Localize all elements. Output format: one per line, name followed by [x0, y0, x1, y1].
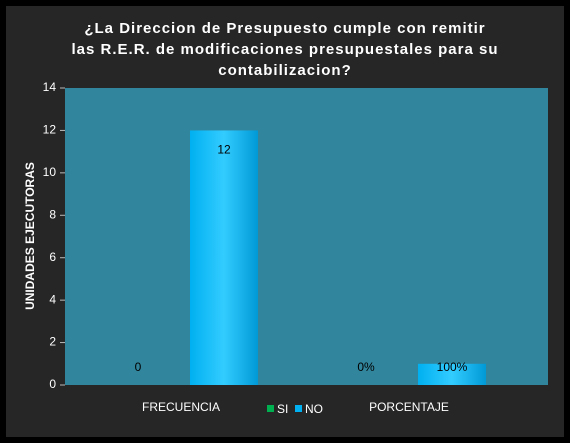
legend-label: SI: [277, 402, 288, 416]
x-tick-label: PORCENTAJE: [369, 400, 449, 414]
y-axis-label: UNIDADES EJECUTORAS: [23, 162, 37, 310]
y-tick-label: 4: [49, 292, 56, 306]
data-label: 12: [217, 143, 231, 157]
data-label: 0%: [357, 360, 375, 374]
y-tick-label: 6: [49, 250, 56, 264]
data-label: 0: [135, 360, 142, 374]
bar: [190, 130, 258, 385]
chart-title: ¿La Direccion de Presupuesto cumple con …: [71, 20, 499, 79]
y-tick-label: 14: [43, 80, 57, 94]
y-tick-label: 12: [43, 123, 57, 137]
y-tick-label: 8: [49, 207, 56, 221]
legend-label: NO: [305, 402, 323, 416]
bar: [418, 363, 486, 385]
y-tick-label: 2: [49, 335, 56, 349]
legend-swatch: [267, 405, 274, 412]
data-label: 100%: [437, 360, 468, 374]
x-tick-label: FRECUENCIA: [142, 400, 220, 414]
legend-swatch: [295, 405, 302, 412]
plot-area: [65, 88, 548, 385]
y-tick-label: 0: [49, 377, 56, 391]
y-tick-label: 10: [43, 165, 57, 179]
